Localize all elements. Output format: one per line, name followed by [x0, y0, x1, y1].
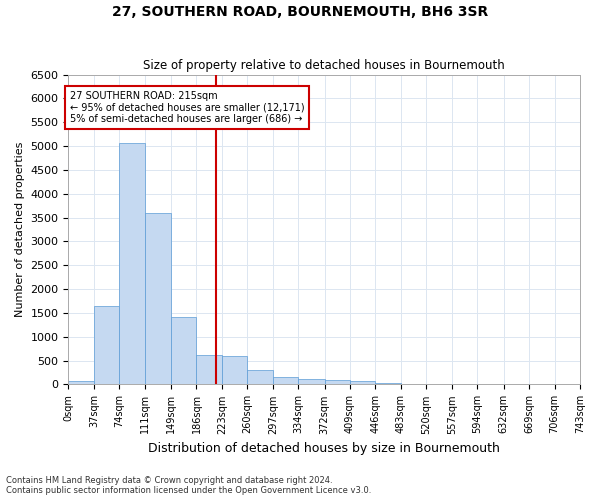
Bar	[376, 383, 401, 384]
Bar	[119, 142, 145, 384]
Bar	[298, 378, 325, 384]
Bar	[171, 316, 196, 384]
Bar	[350, 381, 376, 384]
Bar	[68, 381, 94, 384]
Bar	[325, 380, 350, 384]
Text: 27, SOUTHERN ROAD, BOURNEMOUTH, BH6 3SR: 27, SOUTHERN ROAD, BOURNEMOUTH, BH6 3SR	[112, 5, 488, 19]
Text: 27 SOUTHERN ROAD: 215sqm
← 95% of detached houses are smaller (12,171)
5% of sem: 27 SOUTHERN ROAD: 215sqm ← 95% of detach…	[70, 91, 304, 124]
Bar	[145, 213, 171, 384]
Bar	[222, 356, 247, 384]
Bar	[247, 370, 273, 384]
Text: Contains HM Land Registry data © Crown copyright and database right 2024.
Contai: Contains HM Land Registry data © Crown c…	[6, 476, 371, 495]
Title: Size of property relative to detached houses in Bournemouth: Size of property relative to detached ho…	[143, 59, 505, 72]
Bar	[196, 355, 222, 384]
Y-axis label: Number of detached properties: Number of detached properties	[15, 142, 25, 317]
Bar	[94, 306, 119, 384]
X-axis label: Distribution of detached houses by size in Bournemouth: Distribution of detached houses by size …	[148, 442, 500, 455]
Bar	[273, 376, 298, 384]
